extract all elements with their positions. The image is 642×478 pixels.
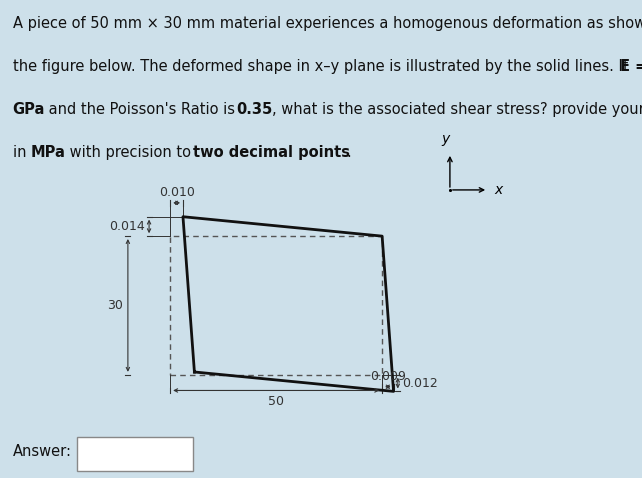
Text: GPa: GPa	[13, 102, 45, 117]
Text: 0.009: 0.009	[370, 370, 406, 383]
Text: two decimal points: two decimal points	[193, 145, 350, 160]
Text: 0.35: 0.35	[236, 102, 272, 117]
Text: Answer:: Answer:	[13, 444, 72, 459]
Text: y: y	[442, 132, 450, 146]
FancyBboxPatch shape	[77, 437, 193, 471]
Text: x: x	[494, 183, 503, 197]
Text: 0.014: 0.014	[108, 220, 144, 233]
Text: and the Poisson's Ratio is: and the Poisson's Ratio is	[44, 102, 240, 117]
Text: 50: 50	[268, 395, 284, 408]
Text: , what is the associated shear stress? provide your answer: , what is the associated shear stress? p…	[272, 102, 642, 117]
Text: .: .	[347, 145, 351, 160]
Text: 0.010: 0.010	[159, 186, 195, 199]
Text: the figure below. The deformed shape in x–y plane is illustrated by the solid li: the figure below. The deformed shape in …	[13, 59, 632, 74]
Text: E = 3.9: E = 3.9	[620, 59, 642, 74]
Text: A piece of 50 mm × 30 mm material experiences a homogenous deformation as shown : A piece of 50 mm × 30 mm material experi…	[13, 16, 642, 31]
Text: MPa: MPa	[30, 145, 65, 160]
Text: in: in	[13, 145, 31, 160]
Text: with precision to: with precision to	[65, 145, 195, 160]
Text: 30: 30	[107, 299, 123, 312]
Text: 0.012: 0.012	[402, 377, 438, 390]
